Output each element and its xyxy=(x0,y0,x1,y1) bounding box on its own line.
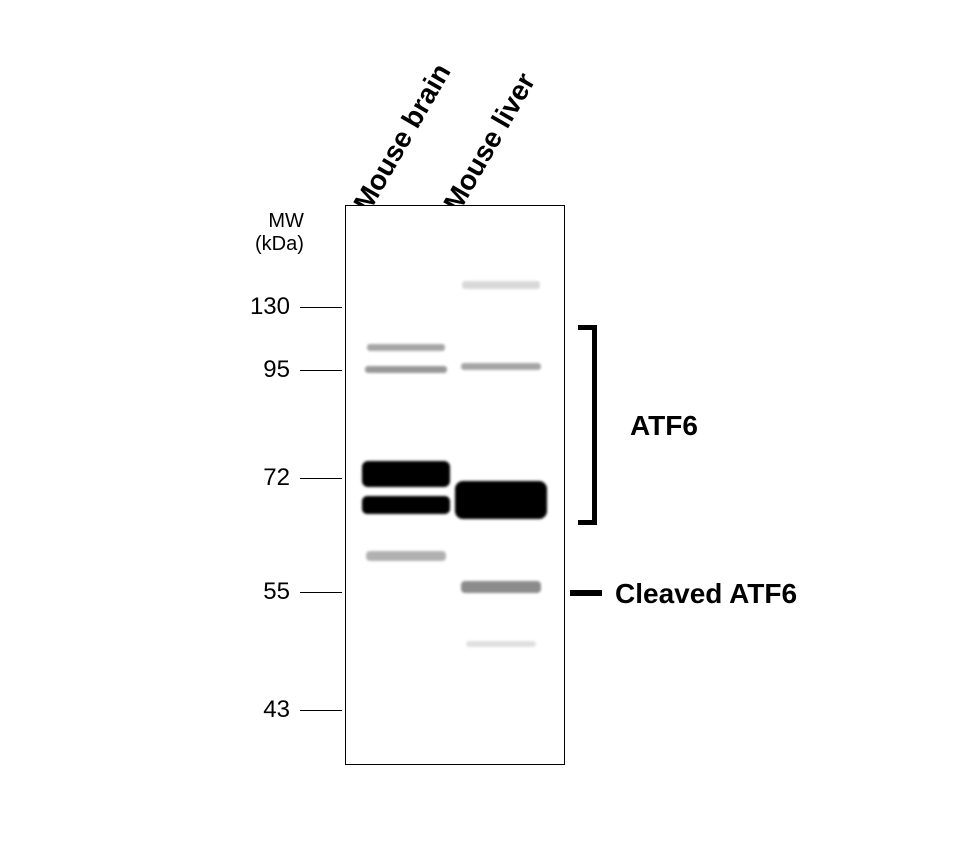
cleaved-atf6-label: Cleaved ATF6 xyxy=(615,578,797,610)
mw-tick-label: 95 xyxy=(230,356,290,384)
mw-tick-line xyxy=(300,478,342,479)
bracket-vertical xyxy=(592,325,597,525)
blot-band xyxy=(366,551,446,561)
mw-tick-label: 43 xyxy=(230,696,290,724)
mw-unit-line2: (kDa) xyxy=(255,233,304,256)
mw-unit-line1: MW xyxy=(255,210,304,233)
blot-membrane xyxy=(345,205,565,765)
bracket-top-stub xyxy=(578,325,597,330)
mw-tick-label: 55 xyxy=(230,578,290,606)
blot-band xyxy=(461,581,541,593)
blot-band xyxy=(461,363,541,370)
blot-band xyxy=(462,281,540,289)
blot-band xyxy=(362,496,450,514)
lane-label-liver: Mouse liver xyxy=(437,68,542,217)
mw-tick-label: 130 xyxy=(230,293,290,321)
bracket-bottom-stub xyxy=(578,520,597,525)
cleaved-atf6-tick xyxy=(570,590,602,596)
mw-tick-line xyxy=(300,710,342,711)
blot-band xyxy=(466,641,536,647)
mw-unit-label: MW (kDa) xyxy=(255,210,304,256)
mw-tick-line xyxy=(300,370,342,371)
mw-tick-line xyxy=(300,592,342,593)
mw-tick-line xyxy=(300,307,342,308)
mw-tick-label: 72 xyxy=(230,464,290,492)
figure-canvas: Mouse brain Mouse liver MW (kDa) 1309572… xyxy=(0,0,980,860)
blot-band xyxy=(365,366,447,373)
atf6-label: ATF6 xyxy=(630,410,698,442)
blot-band xyxy=(455,481,547,519)
blot-band xyxy=(362,461,450,487)
blot-band xyxy=(367,344,445,351)
